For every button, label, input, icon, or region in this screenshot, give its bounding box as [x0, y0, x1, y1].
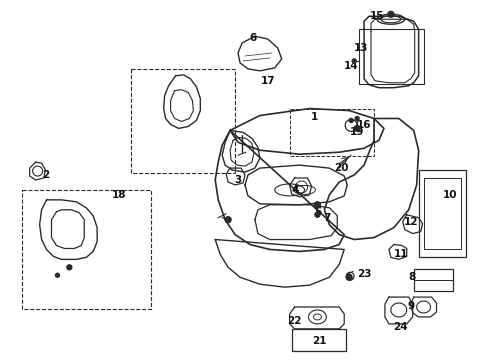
Text: 7: 7	[324, 213, 331, 223]
Circle shape	[67, 265, 72, 270]
Circle shape	[388, 11, 394, 17]
Bar	[131, 69, 235, 173]
Circle shape	[315, 212, 320, 217]
Bar	[414, 269, 453, 291]
Text: 12: 12	[403, 217, 418, 227]
Text: 2: 2	[42, 170, 49, 180]
Bar	[22, 190, 151, 309]
Circle shape	[354, 125, 360, 131]
Bar	[359, 29, 424, 84]
Bar	[290, 109, 374, 156]
Text: 18: 18	[112, 190, 126, 200]
Bar	[292, 329, 346, 351]
Text: 15: 15	[370, 11, 384, 21]
Text: 8: 8	[408, 272, 416, 282]
Text: 1: 1	[311, 112, 318, 122]
Circle shape	[349, 118, 353, 122]
Text: 5: 5	[314, 207, 321, 217]
Circle shape	[55, 273, 59, 277]
Bar	[418, 170, 466, 257]
Text: 10: 10	[443, 190, 458, 200]
Text: 22: 22	[287, 316, 302, 326]
Text: 11: 11	[393, 249, 408, 260]
Text: 9: 9	[407, 301, 414, 311]
Text: 21: 21	[312, 336, 327, 346]
Text: 23: 23	[357, 269, 371, 279]
Circle shape	[355, 117, 359, 121]
Text: 13: 13	[354, 43, 368, 53]
Circle shape	[346, 274, 352, 280]
Text: 19: 19	[350, 127, 365, 138]
Bar	[424, 178, 461, 249]
Text: 17: 17	[261, 76, 275, 86]
Text: 14: 14	[344, 61, 359, 71]
Circle shape	[352, 59, 356, 63]
Text: 20: 20	[334, 163, 348, 173]
Text: 24: 24	[393, 322, 408, 332]
Text: 16: 16	[357, 121, 371, 130]
Text: 4: 4	[292, 185, 299, 195]
Circle shape	[225, 217, 231, 223]
Circle shape	[315, 202, 320, 208]
Text: 6: 6	[249, 33, 257, 43]
Text: 3: 3	[234, 175, 242, 185]
